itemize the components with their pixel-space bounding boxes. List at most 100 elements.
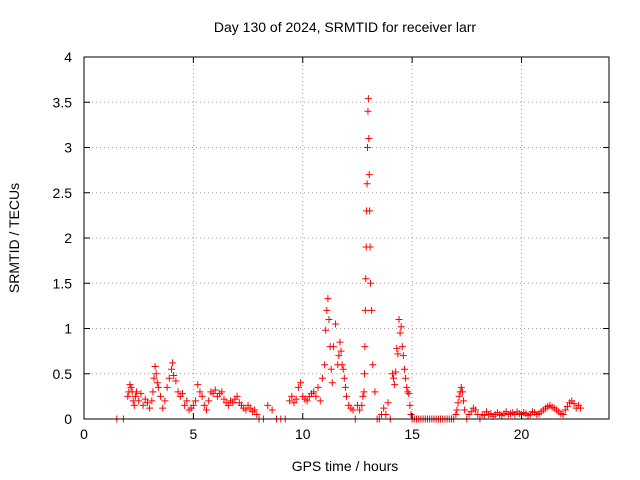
data-point — [130, 401, 138, 409]
data-point — [570, 400, 578, 408]
data-point — [159, 404, 167, 412]
data-point — [220, 395, 228, 403]
data-point — [455, 392, 463, 400]
data-point — [211, 386, 219, 394]
x-tick-label: 10 — [295, 426, 311, 442]
data-point — [365, 171, 373, 179]
data-point — [169, 359, 177, 367]
data-point — [314, 383, 322, 391]
y-tick-label: 3.5 — [53, 94, 73, 110]
data-point — [324, 295, 332, 303]
data-point — [327, 365, 335, 373]
data-point — [139, 401, 147, 409]
data-point — [318, 374, 326, 382]
axis-ticks: 0 5 10 15 20 0 0.5 1 1.5 2 2.5 3 3.5 4 — [53, 49, 609, 442]
data-point — [135, 397, 143, 405]
data-point — [192, 397, 200, 405]
data-point — [312, 392, 320, 400]
data-point — [339, 365, 347, 373]
data-point — [365, 134, 373, 142]
data-point — [453, 406, 461, 414]
data-point — [394, 350, 402, 358]
data-point — [172, 377, 180, 385]
data-point — [392, 368, 400, 376]
x-tick-label: 20 — [514, 426, 530, 442]
data-point — [472, 406, 480, 414]
data-point — [209, 390, 217, 398]
data-point — [335, 352, 343, 360]
data-point — [369, 361, 377, 369]
data-point — [246, 404, 254, 412]
data-point — [218, 388, 226, 396]
data-point — [153, 379, 161, 387]
data-point — [398, 343, 406, 351]
data-point — [170, 372, 178, 380]
data-point — [152, 370, 160, 378]
data-point — [363, 180, 371, 188]
data-point — [288, 392, 296, 400]
data-point — [380, 404, 388, 412]
data-point — [297, 379, 305, 387]
data-point — [360, 388, 368, 396]
data-point — [168, 365, 175, 373]
data-point — [393, 344, 401, 352]
data-points — [113, 95, 585, 423]
data-point — [181, 401, 189, 409]
data-point — [286, 397, 294, 405]
data-point — [200, 401, 208, 409]
data-point — [161, 397, 169, 405]
data-point — [196, 388, 204, 396]
data-point — [364, 107, 372, 115]
x-tick-label: 5 — [189, 426, 197, 442]
data-point — [367, 279, 375, 287]
data-point — [395, 315, 403, 323]
y-tick-label: 2.5 — [53, 185, 73, 201]
data-point — [362, 275, 370, 283]
data-point — [141, 395, 149, 403]
data-point — [146, 404, 154, 412]
data-point — [388, 370, 396, 378]
data-point — [328, 379, 336, 387]
data-point — [205, 397, 213, 405]
data-point — [341, 383, 349, 391]
data-point — [559, 410, 567, 418]
y-tick-label: 0.5 — [53, 366, 73, 382]
data-point — [358, 401, 366, 409]
data-point — [178, 390, 186, 398]
y-tick-label: 4 — [64, 49, 72, 65]
data-point — [404, 388, 412, 396]
data-point — [322, 326, 330, 334]
y-tick-label: 1 — [64, 321, 72, 337]
data-point — [165, 374, 173, 382]
data-point — [390, 374, 398, 382]
data-point — [360, 370, 368, 378]
data-point — [371, 388, 379, 396]
data-point — [124, 392, 132, 400]
data-point — [561, 406, 569, 414]
chart-title: Day 130 of 2024, SRMTID for receiver lar… — [214, 19, 477, 35]
data-point — [268, 406, 276, 414]
data-point — [396, 329, 404, 337]
data-point — [154, 383, 162, 391]
data-point — [198, 392, 206, 400]
data-point — [189, 401, 197, 409]
data-point — [316, 397, 324, 405]
data-point — [290, 399, 298, 407]
data-point — [332, 320, 340, 328]
data-point — [163, 383, 171, 391]
data-point — [364, 95, 372, 103]
data-point — [400, 365, 408, 373]
data-point — [310, 388, 318, 396]
data-point — [329, 343, 337, 351]
data-point — [366, 243, 374, 251]
data-point — [349, 406, 357, 414]
data-point — [264, 401, 272, 409]
data-point — [343, 392, 350, 400]
data-point — [253, 410, 261, 418]
data-point — [337, 347, 345, 355]
data-point — [366, 207, 374, 215]
data-point — [461, 406, 469, 414]
data-point — [183, 397, 191, 405]
data-point — [137, 390, 145, 398]
